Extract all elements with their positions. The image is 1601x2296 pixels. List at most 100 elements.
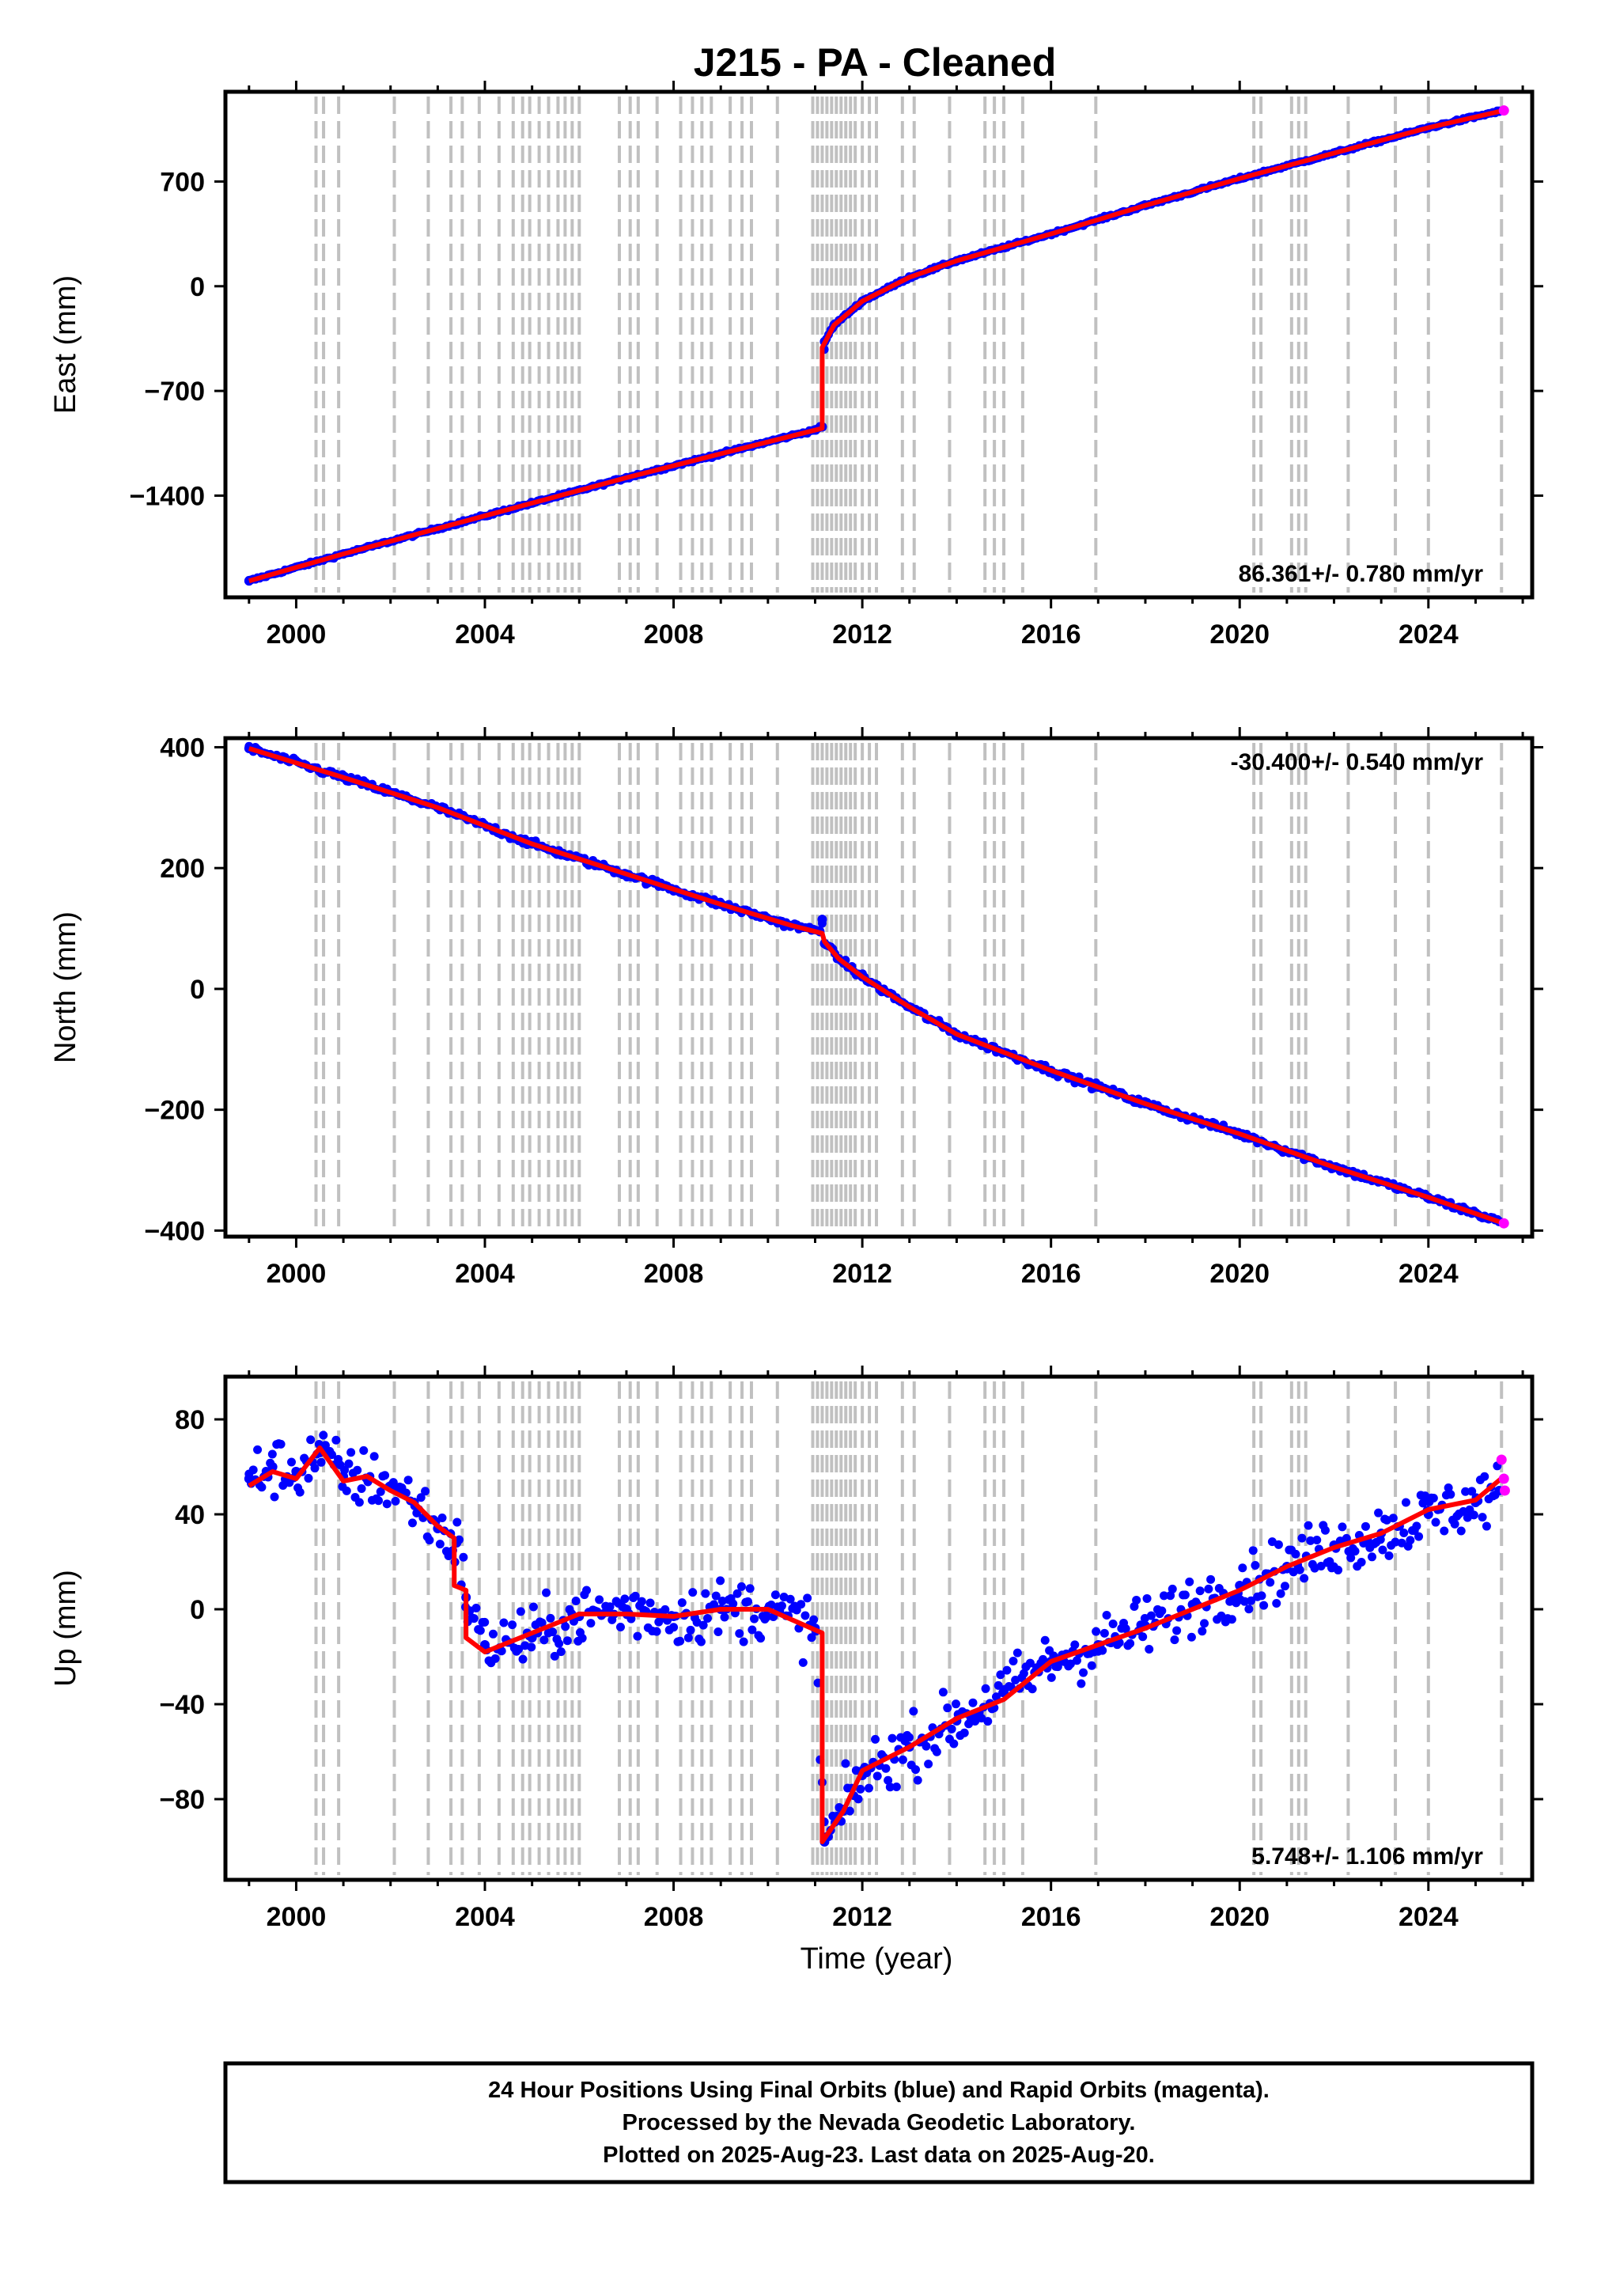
y-tick-label: 0 xyxy=(190,975,205,1005)
data-point xyxy=(1206,1574,1216,1584)
data-point xyxy=(1399,1528,1409,1537)
footer-frame xyxy=(223,2061,1535,2184)
y-tick-label: −200 xyxy=(144,1096,205,1126)
data-point xyxy=(1368,1552,1377,1562)
data-point xyxy=(1079,1668,1088,1677)
data-point xyxy=(253,1445,263,1454)
data-point xyxy=(756,1634,766,1643)
data-point xyxy=(696,1637,706,1646)
data-point xyxy=(539,1635,549,1645)
data-point xyxy=(1019,1669,1028,1678)
data-point xyxy=(304,1473,313,1483)
data-point xyxy=(1467,1487,1477,1496)
data-point xyxy=(992,1692,1001,1702)
data-point xyxy=(872,1771,882,1781)
y-tick-label: −80 xyxy=(159,1785,205,1815)
data-point xyxy=(1065,1659,1075,1669)
data-point xyxy=(327,1450,336,1460)
data-point xyxy=(1291,1549,1300,1559)
data-point xyxy=(750,1614,759,1623)
data-point xyxy=(369,1452,379,1461)
data-point xyxy=(630,1591,640,1601)
data-point xyxy=(382,1499,392,1509)
data-point xyxy=(785,1594,795,1604)
data-point xyxy=(1374,1508,1383,1517)
data-point xyxy=(561,1622,570,1631)
data-point xyxy=(346,1448,356,1457)
data-point xyxy=(720,1612,729,1622)
data-point xyxy=(994,1680,1003,1690)
data-point xyxy=(1200,1619,1209,1628)
data-point xyxy=(1170,1635,1179,1645)
data-point xyxy=(1012,1648,1022,1658)
data-point xyxy=(1002,1665,1012,1675)
data-point xyxy=(437,1513,447,1522)
data-point xyxy=(1198,1627,1207,1636)
data-point xyxy=(1480,1472,1489,1481)
data-point xyxy=(1009,1657,1018,1666)
data-point xyxy=(582,1586,592,1595)
data-point xyxy=(924,1760,933,1769)
data-point xyxy=(698,1620,708,1630)
data-point xyxy=(1121,1624,1130,1634)
data-point xyxy=(660,1605,670,1614)
data-point xyxy=(983,1717,993,1726)
x-tick-label: 2024 xyxy=(1399,619,1459,650)
data-point xyxy=(1338,1522,1347,1532)
x-tick-label: 2008 xyxy=(644,619,704,650)
data-point xyxy=(586,1619,596,1628)
data-point xyxy=(853,1794,863,1804)
plot-frame xyxy=(223,1374,1535,1882)
data-point xyxy=(306,1435,316,1445)
data-point xyxy=(1132,1595,1141,1605)
data-point xyxy=(1102,1610,1111,1620)
data-point xyxy=(888,1733,897,1743)
data-point xyxy=(248,1465,258,1475)
data-point xyxy=(807,1633,816,1642)
footer-line: 24 Hour Positions Using Final Orbits (bl… xyxy=(488,2078,1270,2103)
data-point xyxy=(562,1636,572,1646)
y-tick-label: 0 xyxy=(190,272,205,302)
data-point xyxy=(1446,1490,1455,1499)
data-point xyxy=(1087,1661,1096,1670)
data-point xyxy=(803,1593,812,1603)
data-point xyxy=(748,1625,757,1635)
data-point xyxy=(571,1596,581,1605)
data-point xyxy=(1482,1521,1491,1531)
data-point xyxy=(968,1698,978,1707)
data-point xyxy=(475,1626,485,1635)
data-point xyxy=(1172,1626,1182,1635)
data-point xyxy=(508,1620,517,1630)
data-point xyxy=(353,1465,362,1475)
data-point xyxy=(480,1617,490,1627)
y-tick-label: 200 xyxy=(160,854,205,884)
data-point xyxy=(1350,1547,1360,1556)
figure-title: J215 - PA - Cleaned xyxy=(694,40,1057,85)
data-point xyxy=(374,1496,384,1506)
data-point xyxy=(518,1654,528,1664)
data-point xyxy=(1444,1483,1453,1493)
data-point xyxy=(1401,1498,1410,1507)
data-point xyxy=(1300,1574,1309,1583)
x-tick-label: 2020 xyxy=(1209,1902,1270,1932)
data-point xyxy=(652,1627,661,1636)
data-point xyxy=(800,1611,810,1620)
x-tick-label: 2012 xyxy=(832,1259,892,1289)
data-point xyxy=(922,1741,931,1751)
data-point xyxy=(1478,1513,1487,1522)
y-tick-label: −700 xyxy=(144,377,205,407)
data-point xyxy=(1312,1536,1322,1545)
data-point xyxy=(270,1492,279,1502)
data-point xyxy=(932,1747,941,1756)
data-point xyxy=(319,1430,328,1440)
data-point xyxy=(669,1623,679,1632)
data-point xyxy=(947,1724,956,1733)
x-tick-label: 2004 xyxy=(455,1259,515,1289)
model-line xyxy=(248,108,1504,584)
data-point xyxy=(913,1775,922,1785)
data-point xyxy=(856,1784,865,1794)
data-point xyxy=(1357,1558,1366,1567)
data-point xyxy=(777,1601,786,1611)
data-point xyxy=(1429,1493,1438,1502)
